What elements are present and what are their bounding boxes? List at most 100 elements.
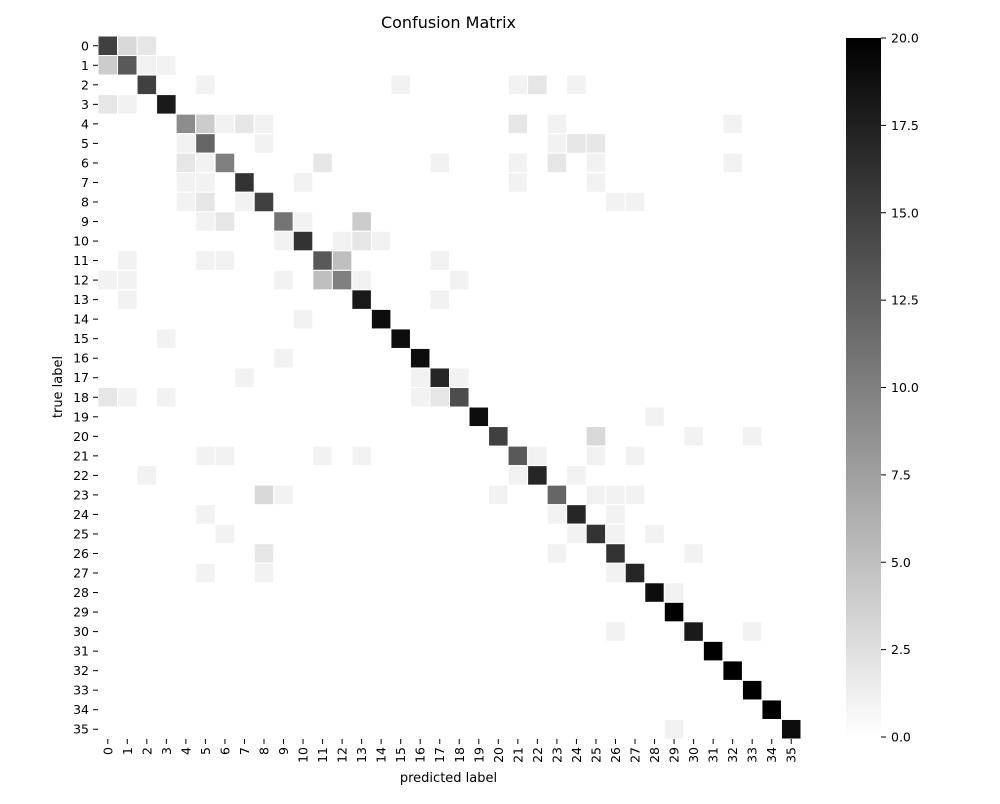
colorbar-tick-label: 0.0 <box>891 730 911 745</box>
heatmap-cell <box>195 562 216 584</box>
x-tick-label: 32 <box>725 747 740 763</box>
heatmap-cell <box>195 250 216 271</box>
y-tick-label: 17 <box>73 370 89 385</box>
heatmap-cell <box>117 35 138 57</box>
heatmap-cell <box>585 426 607 447</box>
heatmap-cell <box>429 367 451 389</box>
heatmap-cell <box>663 582 685 603</box>
x-tick-label: 19 <box>471 747 486 763</box>
heatmap-cell <box>331 269 353 291</box>
heatmap-cell <box>605 191 626 213</box>
heatmap-cell <box>585 445 607 467</box>
heatmap-cell <box>234 113 255 135</box>
heatmap-cell <box>117 55 138 76</box>
heatmap-cell <box>624 191 646 213</box>
heatmap-cell <box>546 484 568 506</box>
heatmap-cell <box>390 74 411 96</box>
heatmap-cell <box>195 152 216 174</box>
heatmap-cell <box>370 230 392 252</box>
heatmap-cell <box>722 113 743 135</box>
heatmap-cell <box>214 152 236 174</box>
heatmap-cell <box>624 484 646 506</box>
heatmap-cell <box>253 133 275 154</box>
heatmap-cell <box>644 523 665 545</box>
heatmap-cell <box>156 328 177 349</box>
heatmap-cell <box>566 74 587 96</box>
heatmap-cell <box>312 445 333 467</box>
heatmap-cell <box>292 211 314 232</box>
y-tick-label: 6 <box>81 155 89 170</box>
x-tick-label: 31 <box>706 747 721 763</box>
heatmap-cell <box>605 504 626 525</box>
heatmap-cell <box>605 523 626 545</box>
x-tick-label: 3 <box>159 747 174 755</box>
heatmap-cell <box>273 230 294 252</box>
x-tick-label: 18 <box>452 747 467 763</box>
heatmap-cell <box>136 74 158 96</box>
x-tick-label: 17 <box>432 747 447 763</box>
heatmap-cell <box>195 74 216 96</box>
x-tick-label: 23 <box>549 747 564 763</box>
heatmap-cell <box>214 113 236 135</box>
heatmap-cell <box>331 250 353 271</box>
heatmap-cell <box>273 269 294 291</box>
y-tick-label: 5 <box>81 136 89 151</box>
heatmap-cell <box>136 55 158 76</box>
heatmap-cell <box>546 543 568 564</box>
heatmap-cell <box>449 367 470 389</box>
heatmap-cell <box>117 289 138 310</box>
y-tick-label: 26 <box>73 546 89 561</box>
heatmap-cell <box>195 113 216 135</box>
x-tick-label: 34 <box>764 747 779 763</box>
heatmap-cell <box>156 387 177 408</box>
x-tick-label: 35 <box>784 747 799 763</box>
x-tick-label: 9 <box>276 747 291 755</box>
y-tick-label: 32 <box>73 663 89 678</box>
x-tick-label: 28 <box>647 747 662 763</box>
y-tick-label: 29 <box>73 605 89 620</box>
heatmap-cell <box>253 191 275 213</box>
y-tick-label: 1 <box>81 58 89 73</box>
x-tick-label: 6 <box>217 747 232 755</box>
x-tick-label: 24 <box>569 747 584 763</box>
heatmap-cell <box>741 679 763 701</box>
chart-title: Confusion Matrix <box>381 13 516 32</box>
colorbar-tick-label: 17.5 <box>891 118 919 133</box>
heatmap-cell <box>234 191 255 213</box>
y-tick-label: 20 <box>73 429 89 444</box>
heatmap-cell <box>97 55 119 76</box>
heatmap-cell <box>195 504 216 525</box>
heatmap-cell <box>195 211 216 232</box>
y-tick-label: 35 <box>73 722 89 737</box>
heatmap-cell <box>624 562 646 584</box>
heatmap-cell <box>429 250 451 271</box>
heatmap-cell <box>351 289 372 310</box>
heatmap-cell <box>429 387 451 408</box>
heatmap-cells <box>97 35 802 740</box>
x-tick-label: 12 <box>335 747 350 763</box>
heatmap-cell <box>253 543 275 564</box>
colorbar-tick-label: 7.5 <box>891 467 911 482</box>
heatmap-cell <box>449 269 470 291</box>
x-tick-label: 16 <box>413 747 428 763</box>
heatmap-cell <box>683 621 704 642</box>
y-tick-label: 21 <box>73 448 89 463</box>
heatmap-cell <box>312 269 333 291</box>
heatmap-cell <box>546 113 568 135</box>
y-tick-label: 28 <box>73 585 89 600</box>
heatmap-cell <box>214 523 236 545</box>
heatmap-cell <box>351 230 372 252</box>
heatmap-cell <box>605 621 626 642</box>
heatmap-cell <box>527 465 548 486</box>
heatmap-cell <box>507 465 529 486</box>
heatmap-cell <box>117 269 138 291</box>
heatmap-cell <box>390 328 411 349</box>
heatmap-cell <box>507 113 529 135</box>
heatmap-cell <box>663 718 685 740</box>
heatmap-cell <box>429 289 451 310</box>
x-tick-label: 25 <box>588 747 603 763</box>
heatmap-cell <box>136 35 158 57</box>
heatmap-cell <box>312 152 333 174</box>
heatmap-cell <box>351 445 372 467</box>
